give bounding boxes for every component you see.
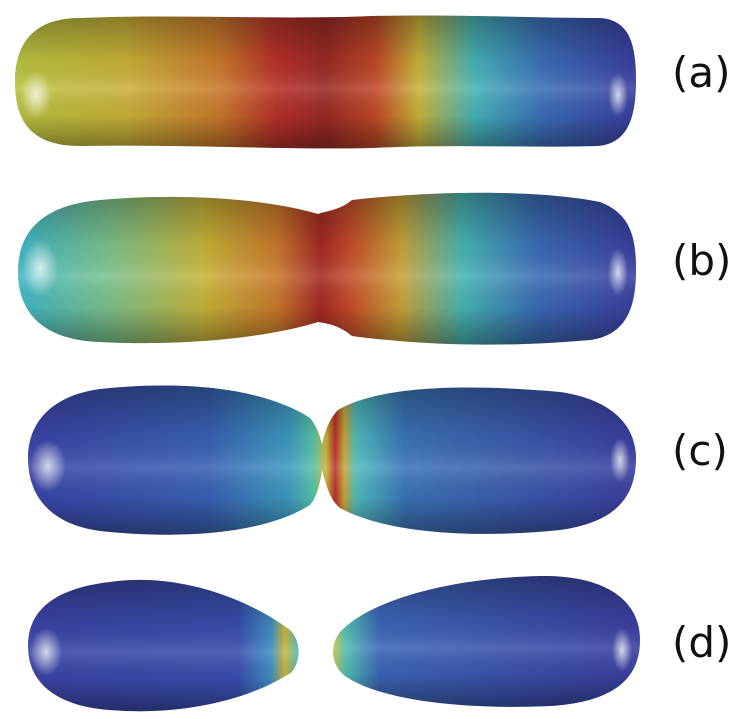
panel-label-d: (d) — [672, 618, 732, 667]
shape-d-right — [333, 575, 640, 707]
shape-a — [15, 15, 636, 149]
panel-label-a: (a) — [672, 48, 731, 97]
panel-label-c: (c) — [672, 426, 728, 475]
shape-b — [18, 192, 636, 345]
shape-d-left — [28, 579, 299, 712]
shape-c — [28, 385, 636, 535]
panel-label-b: (b) — [672, 236, 732, 285]
